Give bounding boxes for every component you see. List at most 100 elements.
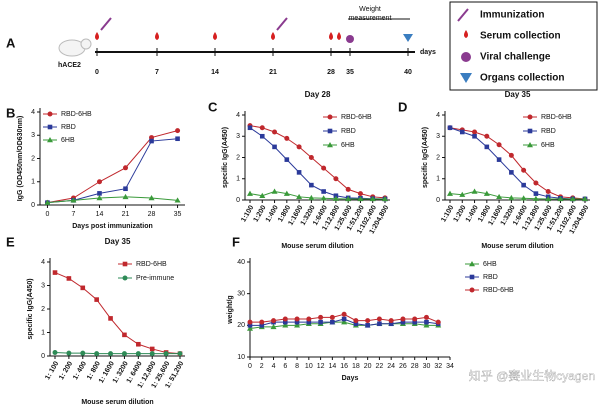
- marker: [341, 319, 348, 325]
- marker: [284, 135, 290, 141]
- series-line: [449, 190, 585, 200]
- series-line: [54, 351, 180, 355]
- marker: [282, 316, 288, 322]
- marker: [259, 125, 265, 131]
- marker: [108, 316, 113, 321]
- y-tick-label: 40: [237, 259, 245, 266]
- y-tick-label: 4: [436, 112, 440, 119]
- marker: [148, 195, 155, 201]
- marker: [122, 275, 128, 281]
- legend-label: RBD: [541, 128, 556, 135]
- x-tick-label: 2: [260, 363, 264, 370]
- x-tick-label: 21: [122, 211, 130, 218]
- marker: [533, 180, 539, 186]
- weight-label: measurement: [349, 15, 392, 22]
- marker: [483, 190, 490, 196]
- marker: [496, 193, 503, 200]
- marker: [545, 195, 552, 202]
- chart-title: Day 35: [505, 90, 531, 99]
- marker: [321, 189, 326, 194]
- marker: [471, 188, 478, 194]
- marker: [149, 346, 155, 352]
- marker: [532, 195, 539, 201]
- marker: [508, 194, 515, 201]
- legend-label: Viral challenge: [480, 52, 551, 63]
- marker: [52, 270, 58, 275]
- marker: [271, 188, 278, 194]
- y-tick-label: 3: [41, 282, 45, 289]
- y-tick-label: 1: [31, 179, 35, 186]
- y-axis-label: specific IgG(A450): [422, 127, 429, 188]
- marker: [282, 322, 289, 328]
- chart-title: Day 35: [105, 237, 131, 246]
- marker: [306, 319, 312, 325]
- panel-letter: A: [6, 35, 16, 50]
- marker: [282, 319, 288, 325]
- y-tick-label: 2: [31, 155, 35, 162]
- legend-label: RBD-6HB: [61, 111, 92, 118]
- legend-label: Pre-immune: [136, 275, 174, 282]
- y-axis-label: specific IgG(A450): [27, 278, 34, 339]
- panel-letter: D: [398, 99, 407, 114]
- y-tick-label: 10: [237, 354, 245, 361]
- marker: [545, 189, 551, 194]
- x-tick-label: 16: [340, 363, 348, 370]
- marker: [527, 142, 533, 148]
- marker: [94, 297, 99, 302]
- marker: [365, 323, 370, 328]
- marker: [259, 319, 265, 325]
- y-tick-label: 3: [31, 132, 35, 139]
- marker: [52, 349, 58, 355]
- x-tick-label: 18: [352, 363, 360, 370]
- legend-label: RBD: [341, 128, 356, 135]
- marker: [320, 195, 327, 201]
- x-tick-label: 6: [283, 363, 287, 370]
- marker: [329, 314, 335, 320]
- marker: [271, 318, 277, 324]
- organ-icon: [460, 73, 472, 83]
- x-tick-label: 26: [399, 363, 407, 370]
- marker: [296, 170, 302, 175]
- marker: [484, 144, 490, 150]
- marker: [284, 157, 290, 162]
- x-tick-label: 0: [45, 211, 49, 218]
- marker: [270, 323, 277, 330]
- legend-label: Organs collection: [480, 73, 564, 84]
- legend-label: Immunization: [480, 10, 544, 21]
- marker: [80, 350, 86, 356]
- x-axis-label: Mouse serum dilution: [281, 243, 353, 250]
- marker: [557, 195, 564, 202]
- marker: [247, 319, 253, 325]
- y-axis-label: weight/g: [227, 295, 234, 324]
- unit-label: days: [420, 49, 436, 56]
- day-label: 21: [269, 69, 277, 76]
- marker: [272, 144, 277, 150]
- serum-drop: [329, 32, 333, 40]
- panel-letter: F: [232, 234, 240, 249]
- marker: [582, 195, 588, 202]
- syringe-icon: [100, 17, 112, 31]
- marker: [247, 325, 253, 331]
- marker: [376, 316, 382, 322]
- series-line: [54, 272, 181, 355]
- marker: [47, 111, 53, 117]
- marker: [527, 114, 533, 120]
- marker: [122, 332, 127, 338]
- marker: [177, 351, 183, 357]
- marker: [365, 318, 371, 324]
- panel-letter: C: [208, 99, 218, 114]
- y-tick-label: 20: [237, 322, 245, 329]
- marker: [97, 191, 102, 196]
- marker: [174, 197, 181, 203]
- marker: [247, 125, 253, 131]
- marker: [353, 321, 359, 327]
- y-tick-label: 2: [41, 306, 45, 313]
- marker: [533, 191, 539, 196]
- marker: [509, 170, 514, 175]
- x-tick-label: 34: [446, 363, 454, 370]
- marker: [447, 125, 453, 131]
- x-tick-label: 28: [148, 211, 156, 218]
- marker: [259, 192, 266, 198]
- marker: [70, 197, 77, 203]
